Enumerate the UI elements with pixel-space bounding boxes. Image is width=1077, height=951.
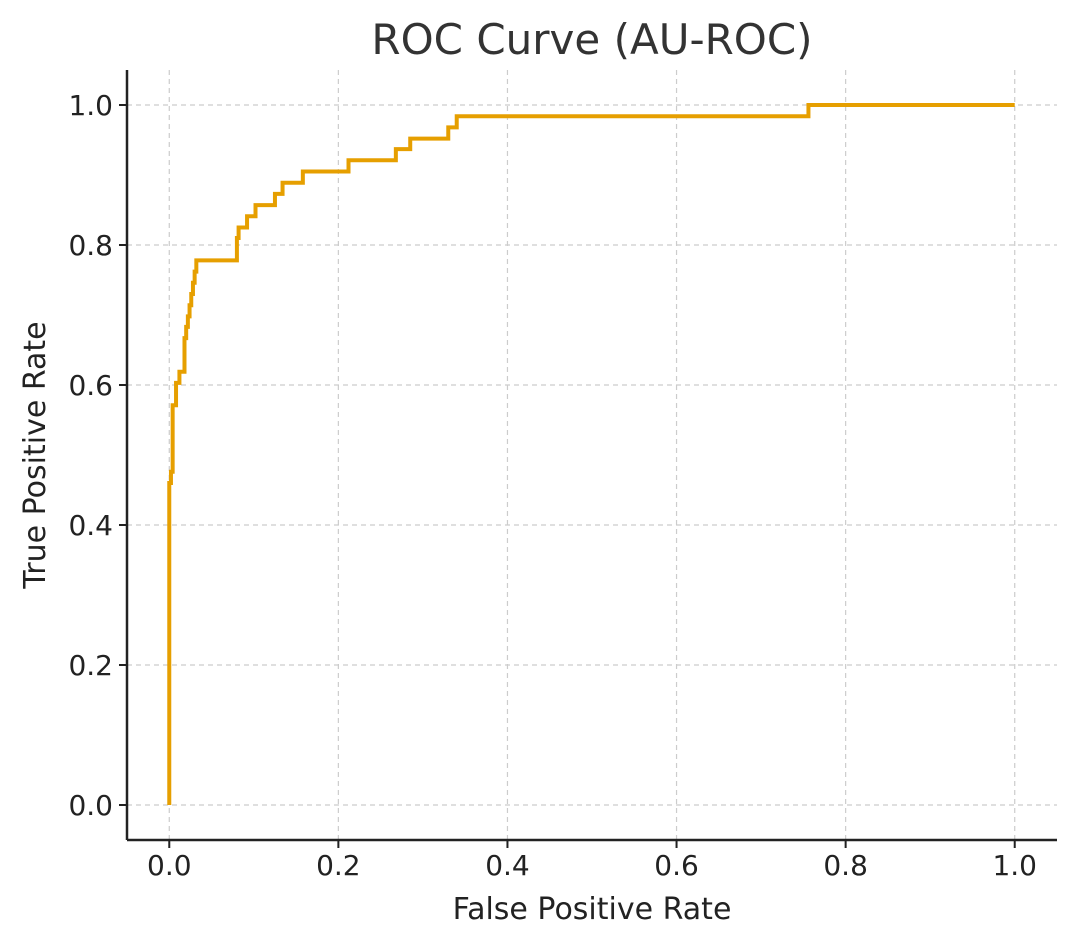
- x-tick-label: 0.2: [316, 849, 361, 882]
- roc-curve-line: [167, 103, 1015, 805]
- grid-lines: [127, 70, 1057, 840]
- series-layer: [167, 103, 1015, 805]
- y-tick-label: 1.0: [68, 89, 113, 122]
- x-tick-label: 1.0: [992, 849, 1037, 882]
- tick-labels: 0.0 0.2 0.4 0.6 0.8 1.0 0.0 0.2 0.4 0.6 0.8 1.0: [68, 89, 1037, 882]
- x-tick-label: 0.0: [147, 849, 192, 882]
- y-tick-label: 0.2: [68, 649, 113, 682]
- y-tick-label: 0.6: [68, 369, 113, 402]
- y-tick-label: 0.4: [68, 509, 113, 542]
- y-tick-label: 0.0: [68, 789, 113, 822]
- x-tick-label: 0.4: [485, 849, 530, 882]
- axes: [119, 70, 1057, 848]
- x-tick-label: 0.6: [654, 849, 699, 882]
- x-axis-label: False Positive Rate: [453, 892, 732, 927]
- y-tick-label: 0.8: [68, 229, 113, 262]
- y-axis-label: True Positive Rate: [18, 321, 53, 589]
- x-tick-label: 0.8: [823, 849, 868, 882]
- chart-title: ROC Curve (AU-ROC): [371, 15, 812, 64]
